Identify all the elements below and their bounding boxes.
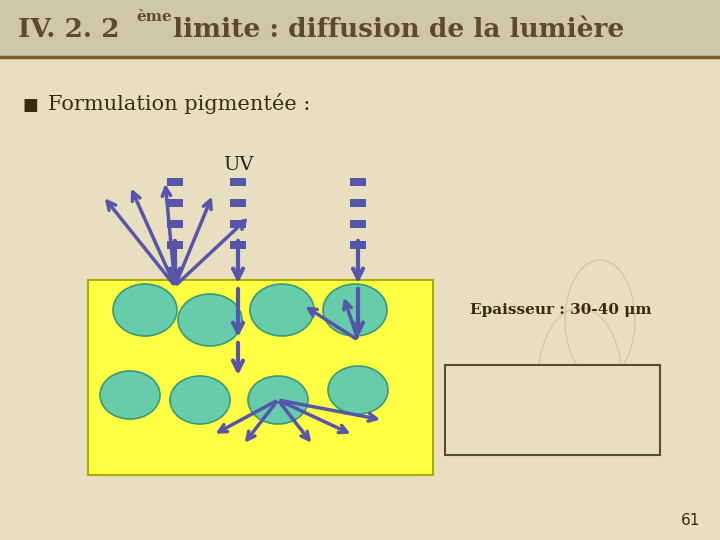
Ellipse shape xyxy=(113,284,177,336)
FancyArrowPatch shape xyxy=(233,343,243,370)
Bar xyxy=(230,178,246,186)
Bar xyxy=(88,280,433,475)
FancyArrowPatch shape xyxy=(247,402,276,440)
Text: Epaisseur : 30-40 μm: Epaisseur : 30-40 μm xyxy=(470,303,652,317)
Bar xyxy=(167,178,183,186)
Bar xyxy=(167,220,183,228)
FancyArrowPatch shape xyxy=(353,289,363,333)
Ellipse shape xyxy=(248,376,308,424)
FancyArrowPatch shape xyxy=(309,308,356,339)
Text: 61: 61 xyxy=(680,513,700,528)
FancyArrowPatch shape xyxy=(353,241,363,279)
Bar xyxy=(230,220,246,228)
Text: UV: UV xyxy=(222,156,253,174)
FancyArrowPatch shape xyxy=(132,192,174,284)
FancyArrowPatch shape xyxy=(281,401,347,433)
FancyArrowPatch shape xyxy=(176,200,211,284)
FancyArrowPatch shape xyxy=(281,401,377,421)
FancyArrowPatch shape xyxy=(107,201,174,284)
Text: Polymérisation: Polymérisation xyxy=(484,390,620,410)
Ellipse shape xyxy=(328,366,388,414)
FancyArrowPatch shape xyxy=(170,241,180,279)
Text: ■: ■ xyxy=(22,96,37,114)
Bar xyxy=(350,199,366,207)
Bar xyxy=(350,241,366,249)
Bar xyxy=(167,241,183,249)
FancyArrowPatch shape xyxy=(233,241,243,279)
Text: IV. 2. 2: IV. 2. 2 xyxy=(18,17,120,42)
Text: limite : diffusion de la lumière: limite : diffusion de la lumière xyxy=(164,17,624,42)
Text: Formulation pigmentée :: Formulation pigmentée : xyxy=(48,92,310,113)
Text: ème: ème xyxy=(136,10,172,24)
FancyArrowPatch shape xyxy=(219,401,276,432)
Ellipse shape xyxy=(178,294,242,346)
Bar xyxy=(350,220,366,228)
FancyArrowPatch shape xyxy=(233,289,243,333)
Bar xyxy=(0,0,720,57)
Ellipse shape xyxy=(100,371,160,419)
FancyArrowPatch shape xyxy=(279,402,309,440)
Text: hétérogène: hétérogène xyxy=(500,420,604,440)
FancyArrowPatch shape xyxy=(162,187,175,284)
Bar xyxy=(230,199,246,207)
Ellipse shape xyxy=(170,376,230,424)
Bar xyxy=(350,178,366,186)
Bar xyxy=(230,241,246,249)
Bar xyxy=(167,199,183,207)
FancyArrowPatch shape xyxy=(177,220,245,284)
Bar xyxy=(445,365,660,455)
Ellipse shape xyxy=(323,284,387,336)
FancyArrowPatch shape xyxy=(344,301,357,338)
Ellipse shape xyxy=(250,284,314,336)
